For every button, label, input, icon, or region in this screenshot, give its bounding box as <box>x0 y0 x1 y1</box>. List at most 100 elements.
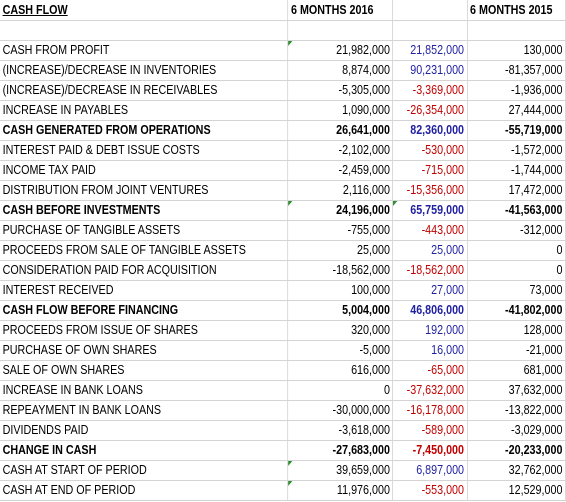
sheet-title[interactable]: CASH FLOW <box>0 0 289 21</box>
value-delta[interactable]: -3,369,000 <box>392 80 468 101</box>
value-2015[interactable]: 12,529,000 <box>467 480 566 501</box>
column-header-delta[interactable] <box>392 0 468 21</box>
row-label[interactable]: (INCREASE)/DECREASE IN INVENTORIES <box>0 60 289 81</box>
value-delta[interactable]: -26,354,000 <box>392 100 468 121</box>
row-label[interactable]: PURCHASE OF OWN SHARES <box>0 340 289 361</box>
row-label[interactable]: CHANGE IN CASH <box>0 440 289 461</box>
value-delta[interactable]: 192,000 <box>392 320 468 341</box>
value-delta[interactable]: -16,178,000 <box>392 400 468 421</box>
row-label[interactable]: SALE OF OWN SHARES <box>0 360 289 381</box>
value-delta[interactable]: -65,000 <box>392 360 468 381</box>
row-label[interactable]: PURCHASE OF TANGIBLE ASSETS <box>0 220 289 241</box>
value-2015[interactable]: 681,000 <box>467 360 566 381</box>
value-2016[interactable]: 0 <box>288 380 394 401</box>
value-2015[interactable]: 27,444,000 <box>467 100 566 121</box>
value-delta[interactable]: 16,000 <box>392 340 468 361</box>
value-2016[interactable]: 24,196,000 <box>288 200 394 221</box>
row-label[interactable]: CASH FLOW BEFORE FINANCING <box>0 300 289 321</box>
value-2016[interactable]: 8,874,000 <box>288 60 394 81</box>
value-2016[interactable] <box>288 20 394 41</box>
value-2015[interactable]: 130,000 <box>467 40 566 61</box>
value-2016[interactable]: -3,618,000 <box>288 420 394 441</box>
value-2015[interactable]: -41,802,000 <box>467 300 566 321</box>
value-2016[interactable]: 5,004,000 <box>288 300 394 321</box>
value-2016[interactable]: 25,000 <box>288 240 394 261</box>
column-header-2015[interactable]: 6 MONTHS 2015 <box>467 0 566 21</box>
value-2015[interactable]: -1,744,000 <box>467 160 566 181</box>
row-label[interactable]: PROCEEDS FROM SALE OF TANGIBLE ASSETS <box>0 240 289 261</box>
row-label[interactable]: INCREASE IN BANK LOANS <box>0 380 289 401</box>
value-2016[interactable]: 616,000 <box>288 360 394 381</box>
value-2015[interactable]: -13,822,000 <box>467 400 566 421</box>
value-2016[interactable]: 39,659,000 <box>288 460 394 481</box>
value-2016[interactable]: 320,000 <box>288 320 394 341</box>
value-delta[interactable]: -553,000 <box>392 480 468 501</box>
value-2016[interactable]: -18,562,000 <box>288 260 394 281</box>
value-2015[interactable]: 73,000 <box>467 280 566 301</box>
value-2015[interactable]: 32,762,000 <box>467 460 566 481</box>
value-delta[interactable] <box>392 20 468 41</box>
value-2015[interactable]: 0 <box>467 260 566 281</box>
value-delta[interactable]: -15,356,000 <box>392 180 468 201</box>
row-label[interactable]: (INCREASE)/DECREASE IN RECEIVABLES <box>0 80 289 101</box>
value-2015[interactable]: -21,000 <box>467 340 566 361</box>
value-2016[interactable]: 1,090,000 <box>288 100 394 121</box>
row-label[interactable]: CASH AT END OF PERIOD <box>0 480 289 501</box>
value-2016[interactable]: 2,116,000 <box>288 180 394 201</box>
value-2015[interactable]: -3,029,000 <box>467 420 566 441</box>
value-2016[interactable]: -5,305,000 <box>288 80 394 101</box>
value-delta[interactable]: 46,806,000 <box>392 300 468 321</box>
row-label[interactable]: DIVIDENDS PAID <box>0 420 289 441</box>
value-2015[interactable]: -55,719,000 <box>467 120 566 141</box>
value-2016[interactable]: 100,000 <box>288 280 394 301</box>
value-2016[interactable]: -755,000 <box>288 220 394 241</box>
row-label[interactable]: CONSIDERATION PAID FOR ACQUISITION <box>0 260 289 281</box>
value-delta[interactable]: 82,360,000 <box>392 120 468 141</box>
value-2015[interactable]: 128,000 <box>467 320 566 341</box>
row-label[interactable]: INTEREST PAID & DEBT ISSUE COSTS <box>0 140 289 161</box>
value-delta[interactable]: 21,852,000 <box>392 40 468 61</box>
row-label[interactable]: DISTRIBUTION FROM JOINT VENTURES <box>0 180 289 201</box>
value-delta[interactable]: 90,231,000 <box>392 60 468 81</box>
row-label[interactable]: INCOME TAX PAID <box>0 160 289 181</box>
value-2015[interactable]: 37,632,000 <box>467 380 566 401</box>
value-2015[interactable]: -81,357,000 <box>467 60 566 81</box>
value-2015[interactable]: 17,472,000 <box>467 180 566 201</box>
value-2015[interactable]: -1,936,000 <box>467 80 566 101</box>
value-2015[interactable]: -312,000 <box>467 220 566 241</box>
value-2016[interactable]: -30,000,000 <box>288 400 394 421</box>
value-delta[interactable]: 65,759,000 <box>392 200 468 221</box>
value-delta[interactable]: 27,000 <box>392 280 468 301</box>
value-delta[interactable]: -18,562,000 <box>392 260 468 281</box>
row-label[interactable]: CASH FROM PROFIT <box>0 40 289 61</box>
row-label[interactable]: INTEREST RECEIVED <box>0 280 289 301</box>
value-2016[interactable]: -2,459,000 <box>288 160 394 181</box>
value-2015[interactable]: -1,572,000 <box>467 140 566 161</box>
value-delta[interactable]: -589,000 <box>392 420 468 441</box>
value-delta[interactable]: -715,000 <box>392 160 468 181</box>
value-2015[interactable]: 0 <box>467 240 566 261</box>
value-2016[interactable]: -2,102,000 <box>288 140 394 161</box>
value-2016[interactable]: 21,982,000 <box>288 40 394 61</box>
value-2016[interactable]: -5,000 <box>288 340 394 361</box>
value-delta[interactable]: -7,450,000 <box>392 440 468 461</box>
value-delta[interactable]: -443,000 <box>392 220 468 241</box>
value-2015[interactable] <box>467 20 566 41</box>
value-delta[interactable]: -37,632,000 <box>392 380 468 401</box>
value-2015[interactable]: -41,563,000 <box>467 200 566 221</box>
row-label[interactable]: INCREASE IN PAYABLES <box>0 100 289 121</box>
value-2016[interactable]: -27,683,000 <box>288 440 394 461</box>
row-label[interactable]: CASH GENERATED FROM OPERATIONS <box>0 120 289 141</box>
row-label[interactable] <box>0 20 289 41</box>
row-label[interactable]: PROCEEDS FROM ISSUE OF SHARES <box>0 320 289 341</box>
row-label[interactable]: CASH AT START OF PERIOD <box>0 460 289 481</box>
column-header-2016[interactable]: 6 MONTHS 2016 <box>288 0 394 21</box>
value-2016[interactable]: 26,641,000 <box>288 120 394 141</box>
value-2015[interactable]: -20,233,000 <box>467 440 566 461</box>
value-delta[interactable]: -530,000 <box>392 140 468 161</box>
value-delta[interactable]: 6,897,000 <box>392 460 468 481</box>
row-label[interactable]: CASH BEFORE INVESTMENTS <box>0 200 289 221</box>
value-2016[interactable]: 11,976,000 <box>288 480 394 501</box>
value-delta[interactable]: 25,000 <box>392 240 468 261</box>
row-label[interactable]: REPEAYMENT IN BANK LOANS <box>0 400 289 421</box>
